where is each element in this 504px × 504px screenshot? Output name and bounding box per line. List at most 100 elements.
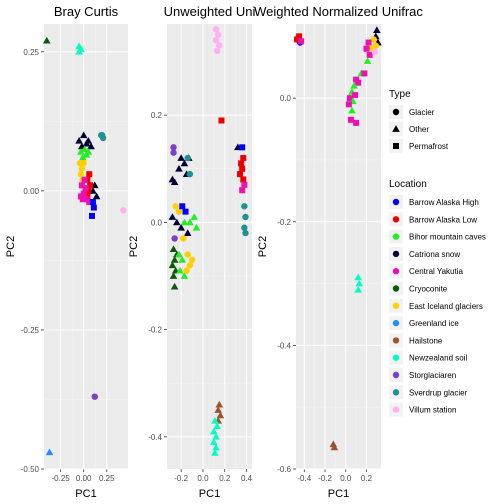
x-axis-label: PC1 xyxy=(199,488,220,500)
data-point xyxy=(218,117,225,124)
data-point xyxy=(183,267,190,274)
y-axis-label: PC2 xyxy=(257,236,269,257)
data-point xyxy=(175,164,183,172)
data-point xyxy=(86,199,93,205)
y-tick-label: 0.0 xyxy=(280,94,292,103)
data-point xyxy=(238,160,245,167)
data-point xyxy=(330,443,339,451)
data-point xyxy=(179,203,186,210)
data-point xyxy=(213,422,221,429)
data-point xyxy=(89,199,96,205)
data-point xyxy=(79,131,88,139)
legend-swatch xyxy=(392,354,400,361)
y-tick-label: -0.4 xyxy=(148,433,162,442)
data-point xyxy=(212,36,220,44)
data-point xyxy=(120,207,127,214)
data-point xyxy=(192,223,201,231)
data-point xyxy=(91,393,98,400)
legend-label: Newzealand soil xyxy=(409,354,467,363)
legend-label: Barrow Alaska Low xyxy=(409,215,477,224)
data-point xyxy=(92,192,101,200)
data-point xyxy=(348,106,356,114)
data-point xyxy=(242,213,249,221)
data-point xyxy=(184,154,191,162)
data-point xyxy=(80,145,89,153)
legend-swatch xyxy=(392,389,400,396)
data-point xyxy=(355,79,362,86)
data-point xyxy=(239,187,246,194)
data-point xyxy=(180,159,189,167)
data-point xyxy=(77,148,85,155)
data-point xyxy=(78,153,87,161)
data-point xyxy=(240,155,247,162)
x-tick-label: 0.2 xyxy=(361,474,373,483)
x-tick-label: -0.4 xyxy=(297,474,311,483)
data-point xyxy=(175,250,183,258)
legend-label: Storglaciaren xyxy=(409,371,456,380)
legend-swatch xyxy=(392,319,400,327)
legend-label: Bihor mountain caves xyxy=(409,233,486,242)
legend-marker-square xyxy=(393,143,399,149)
x-axis-label: PC1 xyxy=(328,488,349,500)
data-point xyxy=(355,279,364,287)
x-axis-label: PC1 xyxy=(75,488,96,500)
data-point xyxy=(363,45,370,52)
data-point xyxy=(168,261,177,269)
data-point xyxy=(90,204,97,211)
data-point xyxy=(78,182,85,189)
data-point xyxy=(42,36,51,44)
data-point xyxy=(172,203,179,210)
panel-background xyxy=(167,24,252,469)
data-point xyxy=(215,400,224,408)
data-point xyxy=(211,449,219,456)
data-point xyxy=(178,256,187,263)
legend-title-type: Type xyxy=(389,89,411,100)
data-point xyxy=(176,266,184,274)
data-point xyxy=(175,208,183,215)
data-point xyxy=(216,411,225,419)
panel-1: -0.25 0.00 0.25 -0.50 -0.25 0.00 0.25 Bray Curt… xyxy=(5,4,128,500)
data-point xyxy=(239,144,246,151)
data-point xyxy=(354,285,362,293)
data-point xyxy=(77,45,85,52)
data-point xyxy=(345,101,352,108)
legend-swatch xyxy=(392,198,400,206)
data-point xyxy=(171,235,178,242)
data-point xyxy=(241,224,248,231)
data-point xyxy=(89,212,95,219)
legend-swatch xyxy=(392,285,400,292)
data-point xyxy=(212,26,220,33)
y-tick-label: -0.50 xyxy=(21,465,40,474)
data-point xyxy=(82,150,91,158)
data-point xyxy=(298,38,305,45)
legend-swatch xyxy=(392,216,400,223)
data-point xyxy=(183,229,192,236)
panels: -0.25 0.00 0.25 -0.50 -0.25 0.00 0.25 Bray Curt… xyxy=(5,4,423,500)
data-point xyxy=(242,229,249,237)
data-point xyxy=(177,154,185,161)
y-tick-label: -0.2 xyxy=(148,326,162,335)
data-point xyxy=(241,181,248,188)
legend-swatch xyxy=(392,406,400,413)
x-tick-label: -0.2 xyxy=(174,474,188,483)
data-point xyxy=(87,182,94,189)
panel-title: Weighted Normalized Unifrac xyxy=(254,4,423,19)
data-point xyxy=(239,165,246,172)
data-point xyxy=(210,427,218,435)
data-point xyxy=(241,203,248,210)
panel-background xyxy=(296,24,381,469)
data-point xyxy=(240,176,247,183)
legend: Type Glacier Other Permafrost Location Barrow… xyxy=(389,89,486,417)
y-tick-label: 0.0 xyxy=(151,218,163,227)
data-point xyxy=(190,213,199,220)
data-point xyxy=(98,132,106,139)
data-point xyxy=(350,82,358,89)
data-point xyxy=(170,149,177,156)
data-point xyxy=(366,51,373,58)
legend-swatch xyxy=(392,250,400,258)
y-axis-label: PC2 xyxy=(128,236,140,257)
data-point xyxy=(180,218,189,226)
legend-label: East Iceland glaciers xyxy=(409,302,483,311)
legend-label: Catriona snow xyxy=(409,250,460,259)
